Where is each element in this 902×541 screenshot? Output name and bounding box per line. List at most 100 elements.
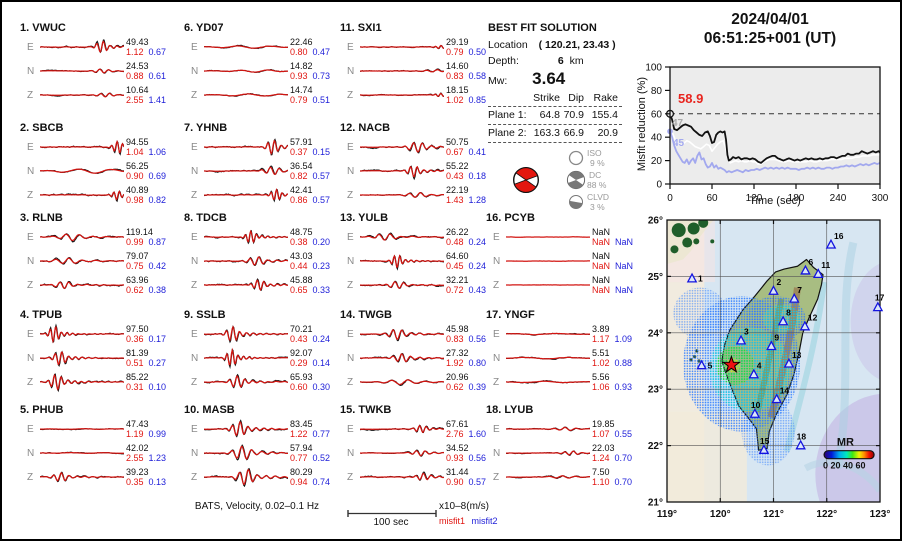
misfit-values: 0.35 0.13 bbox=[126, 477, 178, 487]
misfit1-value: 0.37 bbox=[290, 147, 308, 157]
misfit-values: 0.44 0.23 bbox=[290, 261, 342, 271]
misfit-values: 0.99 0.87 bbox=[126, 237, 178, 247]
misfit1-value: 0.38 bbox=[290, 237, 308, 247]
plane2-strike: 163.3 bbox=[533, 127, 560, 139]
waveform-RLNB-E bbox=[40, 233, 124, 243]
channel-row: N 79.07 0.75 0.42 bbox=[20, 249, 180, 273]
amplitude-value: 70.21 bbox=[290, 324, 313, 334]
col-header-rake: Rake bbox=[593, 92, 618, 104]
misfit1-value: 0.80 bbox=[290, 47, 308, 57]
misfit1-value: 0.90 bbox=[126, 171, 144, 181]
station-block-SBCB: 2. SBCB E 94.55 1.04 1.06 N 56.25 0.90 0.69 Z 40.8… bbox=[20, 122, 180, 218]
station-title: 11. SXI1 bbox=[340, 22, 382, 34]
misfit-values: 0.93 0.73 bbox=[290, 71, 342, 81]
waveform-PCYB-N bbox=[506, 260, 590, 262]
map-lon-tick: 121° bbox=[763, 509, 784, 520]
waveform-YNGF-Z bbox=[506, 379, 590, 384]
amplitude-value: 36.54 bbox=[290, 161, 313, 171]
best-fit-title: BEST FIT SOLUTION bbox=[488, 22, 597, 34]
misfit1-legend-label: misfit1 bbox=[439, 516, 466, 526]
misfit-ytick: 20 bbox=[651, 156, 663, 167]
misfit-xtick: 60 bbox=[706, 193, 718, 204]
channel-label: E bbox=[493, 231, 500, 243]
amplitude-value: 43.03 bbox=[290, 251, 313, 261]
channel-label: N bbox=[347, 447, 355, 459]
misfit2-value: 0.74 bbox=[312, 477, 331, 487]
channel-row: Z 14.74 0.79 0.51 bbox=[184, 83, 344, 107]
waveform-TDCB-Z bbox=[204, 278, 288, 292]
misfit1-value: 1.02 bbox=[446, 95, 464, 105]
misfit-values: 1.04 1.06 bbox=[126, 147, 178, 157]
channel-label: N bbox=[493, 255, 501, 267]
misfit2-value: 0.42 bbox=[148, 261, 167, 271]
misfit-values: 2.55 1.23 bbox=[126, 453, 178, 463]
channel-label: Z bbox=[191, 279, 198, 291]
waveform-SBCB-E bbox=[40, 139, 124, 156]
misfit1-value: 1.17 bbox=[592, 334, 610, 344]
channel-row: E 45.98 0.83 0.56 bbox=[340, 322, 500, 346]
station-title: 6. YD07 bbox=[184, 22, 224, 34]
misfit-values: 0.38 0.20 bbox=[290, 237, 342, 247]
channel-label: E bbox=[27, 141, 34, 153]
misfit1-value: 0.45 bbox=[446, 261, 464, 271]
mr-legend-ticks: 0 20 40 60 bbox=[823, 461, 866, 471]
misfit-values: 0.29 0.14 bbox=[290, 358, 342, 368]
clvd-pct: 3 % bbox=[590, 201, 605, 212]
misfit2-value: 0.52 bbox=[312, 453, 331, 463]
misfit-xtick: 240 bbox=[830, 193, 847, 204]
misfit1-value: 0.44 bbox=[290, 261, 308, 271]
misfit-values: 0.86 0.57 bbox=[290, 195, 342, 205]
plane1-label: Plane 1: bbox=[488, 109, 527, 121]
misfit1-value: 1.24 bbox=[592, 453, 610, 463]
dc-beachball-icon bbox=[566, 170, 586, 193]
channel-label: N bbox=[347, 65, 355, 77]
channel-label: E bbox=[191, 231, 198, 243]
waveform-PCYB-Z bbox=[506, 284, 590, 286]
misfit1-value: 0.94 bbox=[290, 477, 308, 487]
station-title: 7. YHNB bbox=[184, 122, 228, 134]
misfit-values: 0.77 0.52 bbox=[290, 453, 342, 463]
map-lon-tick: 119° bbox=[657, 509, 677, 520]
amplitude-value: NaN bbox=[592, 251, 611, 261]
amplitude-value: 32.21 bbox=[446, 275, 469, 285]
iso-label: ISO bbox=[587, 148, 602, 158]
amplitude-value: 34.52 bbox=[446, 443, 469, 453]
channel-row: N 36.54 0.82 0.57 bbox=[184, 159, 344, 183]
channel-row: N 24.53 0.88 0.61 bbox=[20, 59, 180, 83]
misfit1-value: 0.93 bbox=[446, 453, 464, 463]
channel-label: E bbox=[27, 231, 34, 243]
misfit2-value: 0.73 bbox=[312, 71, 331, 81]
misfit-values: 1.92 0.80 bbox=[446, 358, 498, 368]
channel-row: N 92.07 0.29 0.14 bbox=[184, 346, 344, 370]
map-station-number: 3 bbox=[744, 327, 749, 337]
misfit-values: 2.55 1.41 bbox=[126, 95, 178, 105]
lavender-start-label: 45 bbox=[673, 138, 685, 149]
misfit-values: 1.24 0.70 bbox=[592, 453, 644, 463]
misfit1-value: 0.35 bbox=[126, 477, 144, 487]
map-station-marker-7 bbox=[788, 292, 800, 303]
channel-label: N bbox=[191, 255, 199, 267]
channel-row: N 5.51 1.02 0.88 bbox=[486, 346, 646, 370]
misfit2-value: 0.38 bbox=[148, 285, 167, 295]
amplitude-value: 5.51 bbox=[592, 348, 610, 358]
channel-row: E 70.21 0.43 0.24 bbox=[184, 322, 344, 346]
map-station-marker-10 bbox=[749, 408, 761, 418]
plane1-dip: 70.9 bbox=[563, 109, 584, 121]
misfit2-value: 0.57 bbox=[312, 171, 331, 181]
channel-label: N bbox=[27, 447, 35, 459]
misfit1-value: 0.51 bbox=[126, 358, 144, 368]
station-block-YD07: 6. YD07 E 22.46 0.80 0.47 N 14.82 0.93 0.73 Z 14.7… bbox=[184, 22, 344, 118]
misfit2-value: NaN bbox=[615, 261, 634, 271]
misfit2-value: 0.70 bbox=[614, 477, 633, 487]
misfit-values: 2.76 1.60 bbox=[446, 429, 498, 439]
station-block-SXI1: 11. SXI1 E 29.19 0.79 0.50 N 14.60 0.83 0.58 Z 18.… bbox=[340, 22, 500, 118]
waveform-TWGB-N bbox=[360, 353, 444, 363]
channel-row: Z 31.44 0.90 0.57 bbox=[340, 465, 500, 489]
misfit2-value: 0.50 bbox=[468, 47, 487, 57]
misfit1-value: 0.90 bbox=[446, 477, 464, 487]
channel-row: E 3.89 1.17 1.09 bbox=[486, 322, 646, 346]
channel-label: N bbox=[27, 352, 35, 364]
misfit-values: 1.02 0.88 bbox=[592, 358, 644, 368]
misfit2-value: 1.06 bbox=[148, 147, 167, 157]
channel-row: N 22.03 1.24 0.70 bbox=[486, 441, 646, 465]
